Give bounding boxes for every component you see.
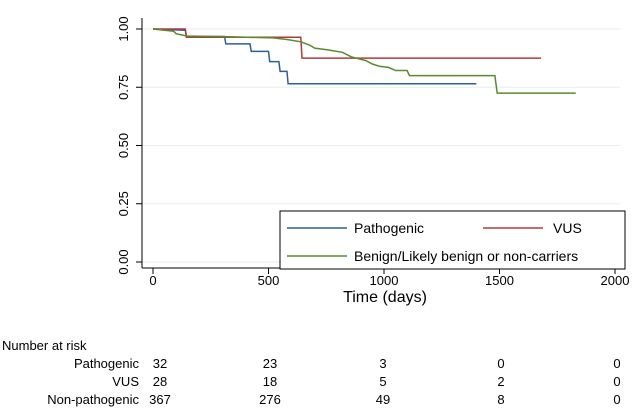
risk-row-label-0: Pathogenic xyxy=(74,356,140,371)
y-tick-label-1: 0.25 xyxy=(116,191,131,216)
series-line-2 xyxy=(152,28,576,94)
legend-label-2: Benign/Likely benign or non-carriers xyxy=(354,248,578,264)
risk-cell-1-3: 2 xyxy=(497,374,504,389)
risk-cell-0-2: 3 xyxy=(379,356,386,371)
risk-cell-2-1: 276 xyxy=(259,392,281,407)
risk-cell-1-0: 28 xyxy=(153,374,167,389)
legend-label-0: Pathogenic xyxy=(354,220,424,236)
legend-label-1: VUS xyxy=(553,220,582,236)
x-tick-label-4: 2000 xyxy=(601,273,630,288)
risk-cell-0-0: 32 xyxy=(153,356,167,371)
survival-curves xyxy=(152,28,576,94)
legend: Pathogenic VUS Benign/Likely benign or non… xyxy=(279,210,626,270)
series-line-1 xyxy=(153,28,542,59)
y-tick-label-2: 0.50 xyxy=(116,133,131,158)
risk-cell-0-4: 0 xyxy=(613,356,620,371)
y-tick-label-0: 0.00 xyxy=(116,249,131,274)
x-tick-label-2: 1000 xyxy=(370,273,399,288)
risk-cell-0-1: 23 xyxy=(263,356,277,371)
y-tick-label-3: 0.75 xyxy=(116,75,131,100)
risk-cell-2-4: 0 xyxy=(613,392,620,407)
y-tick-label-4: 1.00 xyxy=(116,16,131,41)
x-tick-label-0: 0 xyxy=(149,273,156,288)
risk-cell-2-2: 49 xyxy=(376,392,390,407)
risk-cell-1-1: 18 xyxy=(263,374,277,389)
risk-table-title: Number at risk xyxy=(2,338,87,353)
axes: 0.00 0.25 0.50 0.75 1.00 0 500 1000 1500 2000 xyxy=(116,16,629,288)
risk-cell-1-2: 5 xyxy=(379,374,386,389)
risk-cell-0-3: 0 xyxy=(497,356,504,371)
x-tick-label-3: 1500 xyxy=(485,273,514,288)
risk-cell-2-3: 8 xyxy=(497,392,504,407)
x-tick-label-1: 500 xyxy=(258,273,280,288)
legend-box xyxy=(279,210,626,270)
risk-cell-1-4: 0 xyxy=(613,374,620,389)
risk-row-label-1: VUS xyxy=(112,374,139,389)
risk-row-label-2: Non-pathogenic xyxy=(47,392,139,407)
x-axis-title: Time (days) xyxy=(343,289,427,306)
risk-cell-2-0: 367 xyxy=(149,392,171,407)
